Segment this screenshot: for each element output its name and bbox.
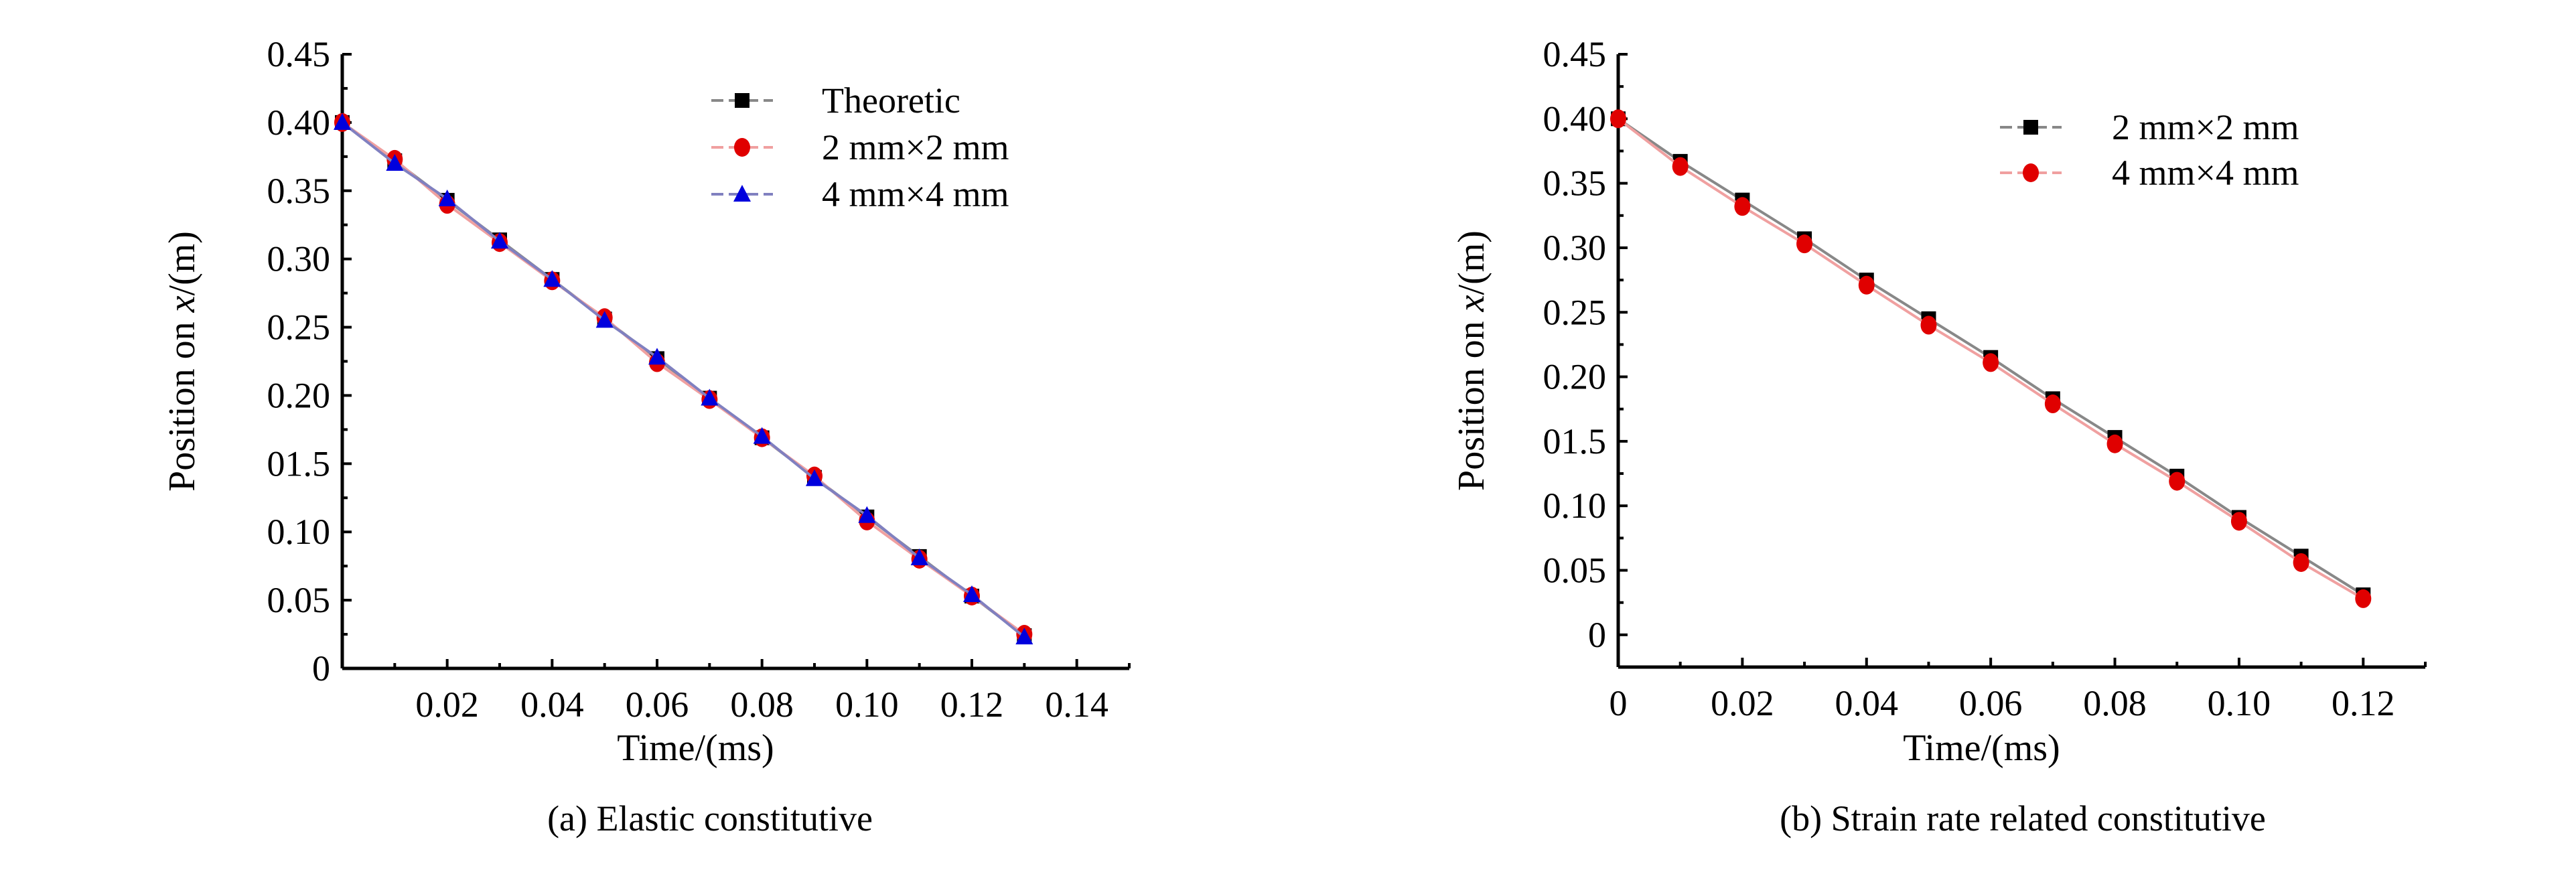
y-tick-label: 0.25: [267, 307, 331, 348]
data-point: [438, 190, 456, 207]
data-point: [806, 469, 823, 486]
data-point: [1920, 315, 1937, 335]
y-tick-label: 0.40: [1543, 98, 1607, 139]
x-tick-label: 0.04: [1835, 683, 1899, 723]
data-point: [648, 348, 666, 365]
y-axis-label-prefix: Position on: [1451, 311, 1492, 491]
y-axis-label-prefix: Position on: [161, 312, 203, 492]
y-tick-label: 0.35: [267, 171, 331, 211]
data-point: [1015, 628, 1033, 645]
data-point: [2169, 472, 2186, 491]
data-point: [2293, 553, 2309, 572]
data-point: [701, 388, 719, 406]
y-tick-label: 0.05: [267, 580, 331, 620]
legend-label: 2 mm×2 mm: [822, 127, 1009, 167]
figure-caption: (b) Strain rate related constitutive: [1780, 798, 2266, 839]
data-point: [595, 311, 614, 328]
data-point: [1983, 353, 1999, 372]
data-point: [543, 270, 561, 287]
y-tick-label: 0.05: [1543, 551, 1607, 591]
y-axis-label: Position on x/(m): [161, 231, 203, 492]
x-tick-label: 0.14: [1045, 684, 1108, 725]
legend-label: 4 mm×4 mm: [2112, 153, 2299, 193]
chart-a: 0 0.05 0.10 01.5 0.20 0.25 0.30 0.35 0.40 0.45 0.0…: [161, 34, 1131, 839]
data-point: [2355, 589, 2372, 608]
x-tick-label: 0.12: [940, 684, 1004, 725]
legend-label: 2 mm×2 mm: [2112, 107, 2299, 147]
x-tick-label: 0.04: [520, 684, 584, 725]
y-tick-label: 0: [1588, 615, 1606, 655]
data-point: [1610, 109, 1626, 129]
y-tick-label: 0.45: [267, 34, 331, 74]
y-tick-label: 0.40: [267, 102, 331, 143]
series-1: [1610, 109, 2372, 608]
legend-marker: [735, 93, 749, 108]
data-point: [963, 585, 981, 602]
y-axis-label-suffix: /(m): [161, 231, 203, 295]
y-tick-label: 0.20: [1543, 357, 1607, 397]
x-tick-label: 0.02: [415, 684, 479, 725]
data-point: [910, 548, 928, 565]
y-tick-label: 0.10: [267, 512, 331, 552]
y-tick-label: 0.25: [1543, 292, 1607, 332]
x-tick-label: 0.06: [626, 684, 689, 725]
data-point: [386, 154, 404, 171]
y-tick-label: 0.20: [267, 375, 331, 415]
x-tick-label: 0.12: [2332, 683, 2395, 723]
chart-b: 0 0.05 0.10 01.5 0.20 0.25 0.30 0.35 0.40 0.45 0 0.…: [1451, 34, 2427, 839]
data-point: [2106, 434, 2123, 453]
data-point: [1734, 197, 1751, 216]
x-tick-label: 0.06: [1959, 683, 2023, 723]
data-point: [2230, 512, 2247, 531]
series-line: [341, 121, 1025, 636]
x-axis-label: Time/(ms): [1903, 727, 2060, 769]
x-tick-label: 0.08: [2083, 683, 2147, 723]
series-2: [334, 113, 1033, 645]
data-point: [1796, 234, 1813, 254]
x-tick-label: 0.10: [2208, 683, 2271, 723]
legend-marker: [2023, 163, 2039, 182]
x-tick-label: 0.02: [1711, 683, 1774, 723]
x-tick-label: 0.08: [730, 684, 794, 725]
y-tick-label: 0.35: [1543, 163, 1607, 204]
y-axis-label-suffix: /(m): [1451, 230, 1492, 295]
y-tick-label: 01.5: [1543, 421, 1607, 461]
data-point: [334, 113, 351, 130]
x-tick-label: 0: [1609, 683, 1628, 723]
x-axis-label: Time/(ms): [617, 727, 774, 769]
legend-label: Theoretic: [822, 80, 960, 121]
legend-marker: [733, 185, 751, 202]
y-axis-label-variable: x: [161, 295, 203, 313]
y-axis-label: Position on x/(m): [1451, 230, 1492, 491]
data-point: [2044, 394, 2061, 414]
y-tick-label: 0.30: [1543, 228, 1607, 268]
series-line: [341, 121, 1025, 638]
y-axis-label-variable: x: [1451, 295, 1492, 312]
legend-marker: [2023, 120, 2038, 135]
y-tick-label: 0.45: [1543, 34, 1607, 74]
legend-marker: [734, 138, 750, 157]
y-tick-label: 0.30: [267, 239, 331, 279]
data-point: [1672, 157, 1689, 176]
y-tick-label: 01.5: [267, 443, 331, 484]
y-tick-label: 0.10: [1543, 486, 1607, 526]
data-point: [753, 427, 771, 444]
legend-label: 4 mm×4 mm: [822, 174, 1009, 214]
x-tick-label: 0.10: [835, 684, 899, 725]
y-tick-label: 0: [312, 648, 330, 688]
figure-caption: (a) Elastic constitutive: [547, 798, 873, 839]
data-point: [491, 232, 508, 249]
data-point: [1858, 275, 1875, 295]
data-point: [858, 506, 876, 523]
